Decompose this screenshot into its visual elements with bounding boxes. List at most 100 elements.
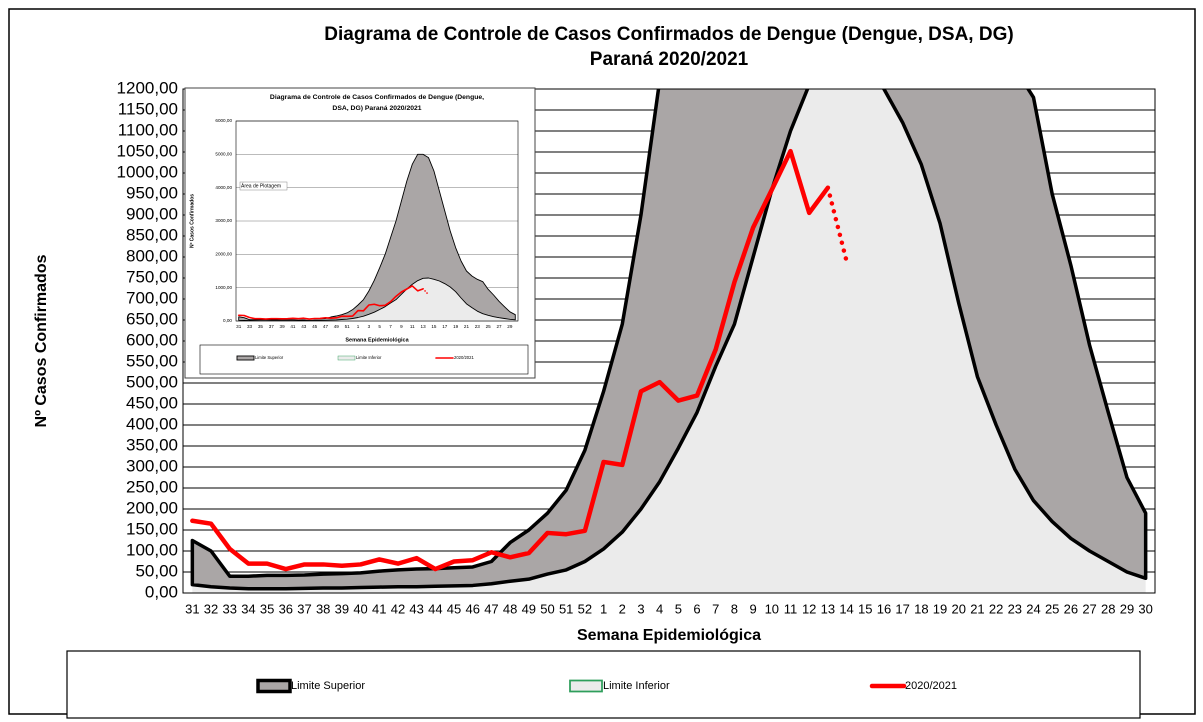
x-tick-label: 14	[839, 601, 853, 616]
legend-swatch	[256, 678, 292, 694]
plot-border	[235, 120, 519, 322]
series-line	[190, 148, 849, 572]
x-tick-label: 19	[453, 324, 459, 329]
y-tick-label: 1150,00	[118, 99, 178, 118]
chart-title: Diagrama de Controle de Casos Confirmado…	[270, 94, 484, 101]
x-tick-label: 30	[1138, 601, 1152, 616]
lower-area	[238, 278, 516, 321]
x-tick-label: 9	[749, 601, 756, 616]
x-tick-label: 15	[858, 601, 872, 616]
x-tick-label: 51	[559, 601, 573, 616]
x-tick-label: 43	[409, 601, 423, 616]
y-tick-label: 300,00	[126, 456, 178, 475]
x-tick-label: 46	[465, 601, 479, 616]
x-tick-label: 24	[1026, 601, 1040, 616]
x-axis-title: Semana Epidemiológica	[345, 337, 409, 343]
y-tick-label: 3000,00	[215, 218, 232, 223]
x-tick-label: 13	[421, 324, 427, 329]
x-tick-label: 41	[372, 601, 386, 616]
x-tick-label: 23	[1008, 601, 1022, 616]
y-axis-title: Nº Casos Confirmados	[33, 254, 50, 427]
y-tick-label: 2000,00	[215, 252, 232, 257]
y-tick-label: 250,00	[126, 477, 178, 496]
x-tick-label: 49	[522, 601, 536, 616]
x-tick-label: 39	[280, 324, 286, 329]
x-tick-label: 36	[279, 601, 293, 616]
y-tick-label: 850,00	[126, 225, 178, 244]
x-tick-label: 49	[334, 324, 340, 329]
y-tick-label: 150,00	[126, 519, 178, 538]
y-tick-label: 400,00	[126, 414, 178, 433]
x-tick-label: 47	[323, 324, 329, 329]
x-tick-label: 8	[731, 601, 738, 616]
x-tick-label: 45	[447, 601, 461, 616]
x-tick-label: 43	[301, 324, 307, 329]
y-tick-label: 50,00	[135, 561, 178, 580]
x-tick-label: 6	[693, 601, 700, 616]
x-tick-label: 1	[600, 601, 607, 616]
x-tick-label: 29	[507, 324, 513, 329]
chart-title: DSA, DG) Paraná 2020/2021	[332, 105, 421, 112]
y-tick-label: 1050,00	[117, 141, 178, 160]
x-tick-label: 3	[368, 324, 371, 329]
legend-swatch	[337, 355, 356, 361]
x-tick-label: 21	[464, 324, 470, 329]
x-tick-label: 22	[989, 601, 1003, 616]
lower-area	[192, 89, 1146, 593]
x-tick-label: 1	[357, 324, 360, 329]
y-tick-label: 600,00	[126, 330, 178, 349]
y-tick-label: 1100,00	[118, 120, 178, 139]
y-tick-label: 700,00	[126, 288, 178, 307]
x-tick-label: 27	[496, 324, 502, 329]
legend-label: 2020/2021	[454, 355, 474, 360]
y-tick-label: 1200,00	[117, 78, 178, 97]
series-line	[237, 285, 430, 320]
x-tick-label: 16	[877, 601, 891, 616]
y-tick-label: 5000,00	[215, 152, 232, 157]
chart-title: Paraná 2020/2021	[590, 49, 749, 70]
x-tick-label: 40	[353, 601, 367, 616]
x-tick-label: 34	[241, 601, 255, 616]
y-tick-label: 650,00	[126, 309, 178, 328]
x-tick-label: 20	[951, 601, 965, 616]
y-tick-label: 1000,00	[215, 285, 232, 290]
x-tick-label: 32	[204, 601, 218, 616]
x-tick-label: 39	[335, 601, 349, 616]
x-tick-label: 4	[656, 601, 663, 616]
y-tick-label: 800,00	[126, 246, 178, 265]
y-tick-label: 950,00	[126, 183, 178, 202]
legend-label: Limite Inferior	[356, 355, 382, 360]
legend-swatch	[569, 679, 603, 693]
x-tick-label: 19	[933, 601, 947, 616]
x-tick-label: 23	[475, 324, 481, 329]
y-tick-label: 1000,00	[117, 162, 178, 181]
x-tick-label: 13	[821, 601, 835, 616]
x-tick-label: 35	[258, 324, 264, 329]
legend-box	[199, 344, 529, 375]
legend-swatch	[236, 355, 255, 361]
y-tick-label: 550,00	[126, 351, 178, 370]
x-tick-label: 5	[378, 324, 381, 329]
y-tick-label: 100,00	[126, 540, 178, 559]
x-tick-label: 33	[222, 601, 236, 616]
x-tick-label: 45	[312, 324, 318, 329]
y-tick-label: 500,00	[126, 372, 178, 391]
y-tick-label: 0,00	[223, 318, 232, 323]
plot-content	[237, 153, 516, 321]
x-tick-label: 9	[400, 324, 403, 329]
x-tick-label: 12	[802, 601, 816, 616]
x-axis-title: Semana Epidemiológica	[577, 627, 761, 644]
x-tick-label: 37	[297, 601, 311, 616]
x-tick-label: 29	[1120, 601, 1134, 616]
legend-label: Limite Superior	[291, 680, 365, 692]
x-tick-label: 7	[389, 324, 392, 329]
annotation: Área de Plotagem	[241, 182, 281, 189]
plot-content	[190, 89, 1148, 593]
legend-label: 2020/2021	[905, 680, 957, 692]
plot-border	[182, 88, 1156, 594]
x-tick-label: 47	[484, 601, 498, 616]
x-tick-label: 15	[431, 324, 437, 329]
legend-label: Limite Superior	[255, 355, 284, 360]
legend-label: Limite Inferior	[603, 680, 670, 692]
